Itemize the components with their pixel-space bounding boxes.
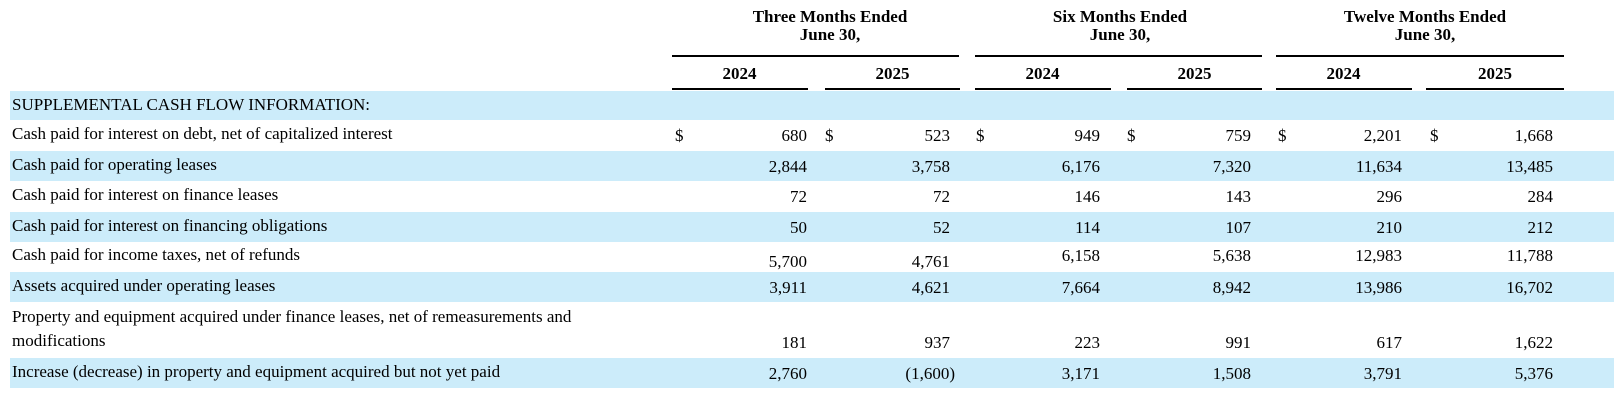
cell-value: 114 <box>1075 218 1100 237</box>
cell-value: 13,986 <box>1355 278 1402 297</box>
cell-value: 617 <box>1376 333 1403 352</box>
cell-value: (1,600) <box>905 364 955 383</box>
cell-value: 212 <box>1527 218 1554 237</box>
cell-value: 759 <box>1225 126 1252 145</box>
cell-value: 143 <box>1225 187 1252 206</box>
cell-value: 223 <box>1074 333 1101 352</box>
table-row: Assets acquired under operating leases 3… <box>10 272 1614 302</box>
cell-value: 146 <box>1074 187 1101 206</box>
group-header-line2: June 30, <box>1089 25 1151 44</box>
currency-symbol: $ <box>1278 126 1287 145</box>
group-header-twelve-months: Twelve Months Ended June 30, <box>1290 8 1560 44</box>
currency-symbol: $ <box>675 126 684 145</box>
currency-symbol: $ <box>1127 126 1136 145</box>
cell-value: 3,171 <box>1061 364 1100 383</box>
currency-symbol: $ <box>1430 126 1439 145</box>
cell-value: 937 <box>924 333 951 352</box>
cell-value: 5,376 <box>1514 364 1553 383</box>
year-header: 2025 <box>1177 64 1212 83</box>
cell-value: 1,622 <box>1514 333 1553 352</box>
table-row: Property and equipment acquired under fi… <box>10 302 1614 358</box>
currency-symbol: $ <box>825 126 834 145</box>
cell-value: 11,788 <box>1506 246 1553 265</box>
row-label: Assets acquired under operating leases <box>12 276 276 295</box>
cell-value: 72 <box>790 187 807 206</box>
group-underline <box>1276 55 1564 57</box>
cell-value: 3,911 <box>769 278 807 297</box>
row-label: Cash paid for interest on financing obli… <box>12 216 328 235</box>
cell-value: 284 <box>1527 187 1554 206</box>
group-underline <box>672 55 959 57</box>
cell-value: 5,638 <box>1212 246 1251 265</box>
year-underline <box>975 88 1111 90</box>
row-label: Cash paid for income taxes, net of refun… <box>12 245 300 264</box>
cell-value: 181 <box>781 333 808 352</box>
cell-value: 4,621 <box>911 278 950 297</box>
row-label-line1: Property and equipment acquired under fi… <box>12 307 572 326</box>
cell-value: 4,761 <box>911 252 950 271</box>
year-header: 2024 <box>722 64 757 83</box>
row-label-line2: modifications <box>12 331 106 350</box>
table-row: Increase (decrease) in property and equi… <box>10 358 1614 388</box>
year-header: 2025 <box>1478 64 1512 83</box>
currency-symbol: $ <box>976 126 985 145</box>
cell-value: 296 <box>1376 187 1403 206</box>
cell-value: 991 <box>1225 333 1252 352</box>
row-label: Cash paid for interest on debt, net of c… <box>12 124 393 143</box>
cell-value: 2,760 <box>768 364 807 383</box>
group-header-line2: June 30, <box>799 25 861 44</box>
year-header: 2024 <box>1326 64 1361 83</box>
cell-value: 2,844 <box>768 157 807 176</box>
group-header-six-months: Six Months Ended June 30, <box>985 8 1255 44</box>
table-row: Cash paid for interest on finance leases… <box>10 181 1614 212</box>
table-row: Cash paid for interest on debt, net of c… <box>10 120 1614 151</box>
group-underline <box>975 55 1262 57</box>
cell-value: 1,508 <box>1212 364 1251 383</box>
cell-value: 2,201 <box>1363 126 1402 145</box>
cell-value: 5,700 <box>768 252 807 271</box>
cell-value: 680 <box>781 126 808 145</box>
group-header-line2: June 30, <box>1394 25 1456 44</box>
cell-value: 8,942 <box>1212 278 1251 297</box>
row-label: Cash paid for operating leases <box>12 155 217 174</box>
cell-value: 210 <box>1376 218 1403 237</box>
section-title: SUPPLEMENTAL CASH FLOW INFORMATION: <box>12 95 371 114</box>
cell-value: 7,320 <box>1212 157 1251 176</box>
table-row: Cash paid for interest on financing obli… <box>10 212 1614 242</box>
year-underline <box>672 88 808 90</box>
cell-value: 6,158 <box>1061 246 1100 265</box>
group-header-line1: Twelve Months Ended <box>1343 7 1507 26</box>
cell-value: 12,983 <box>1355 246 1402 265</box>
group-header-line1: Three Months Ended <box>752 7 908 26</box>
table-row: Cash paid for operating leases 2,844 3,7… <box>10 151 1614 181</box>
year-header: 2024 <box>1025 64 1060 83</box>
cell-value: 13,485 <box>1506 157 1553 176</box>
row-label: Increase (decrease) in property and equi… <box>12 362 501 381</box>
cell-value: 52 <box>933 218 950 237</box>
cell-value: 3,791 <box>1363 364 1402 383</box>
group-header-three-months: Three Months Ended June 30, <box>700 8 960 44</box>
cell-value: 7,664 <box>1061 278 1100 297</box>
cell-value: 11,634 <box>1355 157 1402 176</box>
cell-value: 3,758 <box>911 157 950 176</box>
year-underline <box>1276 88 1412 90</box>
cell-value: 1,668 <box>1514 126 1553 145</box>
cell-value: 16,702 <box>1506 278 1553 297</box>
year-header: 2025 <box>875 64 910 83</box>
year-underline <box>1426 88 1564 90</box>
section-title-row: SUPPLEMENTAL CASH FLOW INFORMATION: <box>10 91 1614 120</box>
cell-value: 949 <box>1074 126 1101 145</box>
year-underline <box>1127 88 1262 90</box>
cell-value: 6,176 <box>1061 157 1100 176</box>
row-label: Cash paid for interest on finance leases <box>12 185 279 204</box>
cell-value: 50 <box>790 218 807 237</box>
group-header-line1: Six Months Ended <box>1052 7 1188 26</box>
table-row: Cash paid for income taxes, net of refun… <box>10 242 1614 272</box>
cell-value: 523 <box>924 126 951 145</box>
year-underline <box>825 88 960 90</box>
cell-value: 72 <box>933 187 950 206</box>
cell-value: 107 <box>1225 218 1252 237</box>
